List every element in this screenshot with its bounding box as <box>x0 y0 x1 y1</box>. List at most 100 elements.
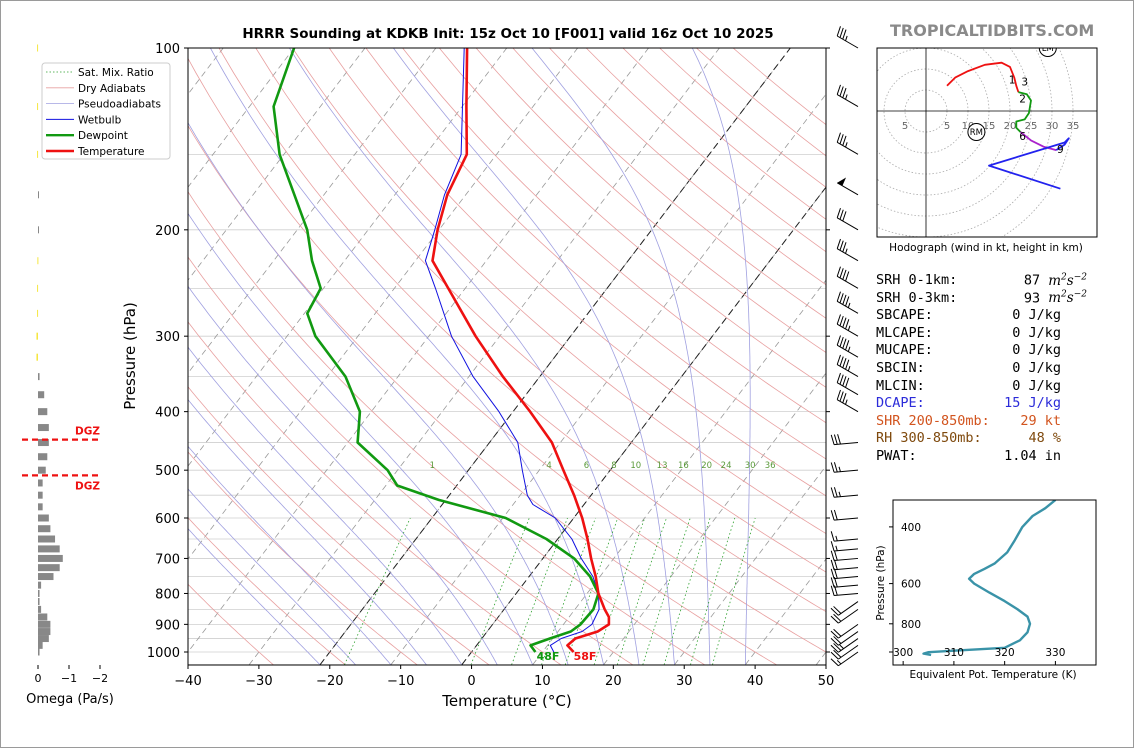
hodograph-marker-label: RM <box>970 128 983 138</box>
omega-bar <box>38 408 48 416</box>
wind-barb-full <box>830 487 835 498</box>
isotherm-line <box>188 48 649 653</box>
mixing-ratio-label: 20 <box>701 461 712 471</box>
wind-barb-full <box>830 644 839 653</box>
watermark: TROPICALTIDBITS.COM <box>890 21 1095 40</box>
dry-adiabat <box>512 48 826 319</box>
pseudoadiabat <box>289 48 640 665</box>
omega-bar <box>37 44 39 52</box>
dry-adiabat <box>438 48 826 388</box>
wind-barb-full <box>830 607 839 616</box>
wind-barb-full <box>833 462 838 473</box>
wind-barb-full <box>836 26 841 37</box>
stat-value: 15 J/kg <box>1004 395 1061 412</box>
chart-title: HRRR Sounding at KDKB Init: 15z Oct 10 [… <box>242 26 774 42</box>
wind-barb-full <box>845 319 850 330</box>
omega-bar <box>38 613 48 621</box>
stat-unit: m2s−2 <box>1048 272 1087 289</box>
pseudoadiabat <box>210 48 604 665</box>
x-tick-label: −20 <box>316 674 343 689</box>
wind-barb-full <box>833 628 842 637</box>
stat-value: 1.04 in <box>1004 447 1061 464</box>
dry-adiabat <box>188 191 705 665</box>
mixing-ratio-label: 36 <box>765 461 776 471</box>
wind-barb-half <box>845 35 848 41</box>
isotherm-line <box>745 558 826 665</box>
wind-barb-half <box>835 545 838 551</box>
wind-barb-staff <box>834 567 859 571</box>
wind-barbs <box>830 26 859 667</box>
y-tick-label: 700 <box>155 552 180 567</box>
wind-barb-full <box>842 269 847 280</box>
wind-barb-half <box>847 346 851 352</box>
stat-value: 0 J/kg <box>1012 324 1061 341</box>
hodograph-height-label: 6 <box>1019 131 1026 143</box>
wind-barb-half <box>838 491 841 497</box>
wind-barb-full <box>830 531 835 542</box>
theta-x-tick-label: 310 <box>944 647 964 659</box>
wind-barb-full <box>842 29 847 40</box>
wind-barb-staff <box>836 323 859 337</box>
omega-bar <box>38 226 39 234</box>
pseudoadiabat <box>393 48 675 665</box>
mixing-ratio-line <box>616 517 667 665</box>
mixing-ratio-line <box>470 517 530 665</box>
omega-bar <box>38 424 49 432</box>
wind-barb-staff <box>834 494 859 498</box>
x-tick-label: 20 <box>605 674 622 689</box>
legend-label: Pseudoadiabats <box>78 99 161 111</box>
wind-barb-full <box>830 462 835 473</box>
skewt-axes-frame <box>187 47 827 666</box>
omega-bar <box>38 525 51 533</box>
wind-barb-full <box>845 377 850 388</box>
mixing-ratio-line <box>690 517 736 665</box>
stat-label: RH 300-850mb: <box>876 430 982 447</box>
y-tick-label: 900 <box>155 618 180 633</box>
dry-adiabat <box>475 48 826 353</box>
wind-barb-full <box>839 86 844 97</box>
wind-barb-full <box>839 374 844 385</box>
wind-barb-full <box>839 336 844 347</box>
theta-x-tick-label: 330 <box>1045 647 1065 659</box>
omega-bar <box>36 353 38 361</box>
pseudoadiabat <box>188 346 463 665</box>
isotherm-line <box>603 372 826 665</box>
wind-barb-full <box>837 434 841 445</box>
wind-barb-full <box>836 335 841 346</box>
wind-barb-half <box>836 660 842 665</box>
wind-barb-half <box>845 142 848 148</box>
dry-adiabat <box>188 517 346 665</box>
wind-barb-full <box>830 658 839 667</box>
x-tick-label: 10 <box>534 674 551 689</box>
x-tick-label: −30 <box>245 674 272 689</box>
theta-y-label: Pressure (hPa) <box>875 545 887 620</box>
wind-barb-full <box>836 84 841 95</box>
x-tick-label: 0 <box>467 674 475 689</box>
wind-barb-half <box>847 302 851 308</box>
wind-barb-full <box>833 568 838 579</box>
pseudoadiabat <box>531 48 711 665</box>
y-tick-label: 1000 <box>147 646 180 661</box>
hodograph-ring-label: 35 <box>1067 121 1080 132</box>
wind-barb-full <box>839 209 844 220</box>
omega-bar <box>38 491 43 499</box>
wind-barb-half <box>847 366 851 372</box>
wind-barb-full <box>833 636 842 644</box>
pseudoadiabat <box>188 285 498 665</box>
omega-bar <box>38 628 51 636</box>
pseudoadiabat <box>188 399 427 665</box>
wind-barb-full <box>845 359 850 370</box>
hodograph-ring-label: 10 <box>962 121 975 132</box>
x-tick-label: −40 <box>174 674 201 689</box>
omega-x-tick-label: 0 <box>35 672 42 685</box>
theta-x-tick-label: 320 <box>995 647 1015 659</box>
mixing-ratio-line <box>511 517 568 665</box>
mixing-ratio-line <box>541 517 596 665</box>
wind-barb-full <box>836 132 841 143</box>
wind-barb-staff <box>838 631 859 646</box>
omega-bar <box>37 150 39 158</box>
y-tick-label: 500 <box>155 464 180 479</box>
wind-barb-full <box>836 266 841 277</box>
wind-barb-full <box>839 27 844 38</box>
dgz-label: DGZ <box>75 480 100 492</box>
